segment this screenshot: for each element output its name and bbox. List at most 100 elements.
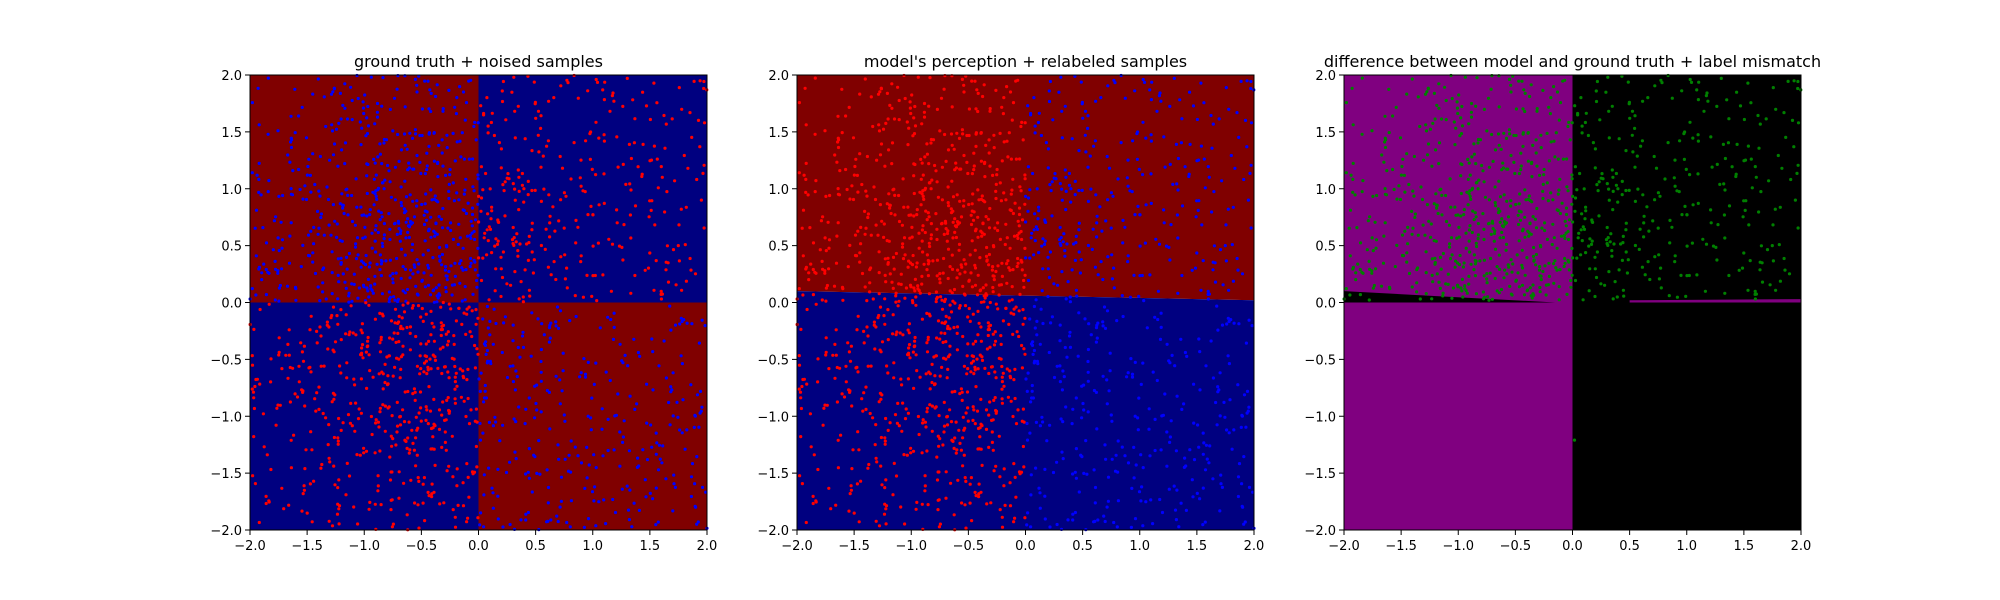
data-point [1088,154,1092,158]
data-point [1220,179,1224,183]
data-point [1658,194,1662,198]
x-tick-label: −0.5 [1500,539,1532,554]
data-point [587,463,591,467]
data-point [336,436,340,440]
data-point [393,198,397,202]
data-point [553,229,557,233]
data-point [1104,457,1108,461]
data-point [869,95,873,99]
data-point [1180,117,1184,121]
data-point [926,211,930,215]
data-point [465,307,469,311]
data-point [811,241,816,245]
data-point [1228,398,1232,402]
data-point [1095,336,1099,340]
data-point [1230,243,1234,247]
data-point [421,482,425,486]
data-point [460,131,464,135]
data-point [640,174,644,179]
data-point [840,392,844,396]
data-point [976,215,980,219]
data-point [1016,236,1020,240]
data-point [1033,212,1037,216]
data-point [1070,268,1074,272]
data-point [1086,114,1090,118]
data-point [1195,117,1199,122]
data-point [1077,250,1081,254]
data-point [988,109,992,113]
data-point [926,335,930,339]
data-point [934,300,938,304]
data-point [453,387,457,391]
data-point [1741,215,1745,219]
data-point [1495,265,1499,269]
data-point [999,334,1003,338]
region-below-boundary [797,291,1254,530]
data-point [330,271,334,275]
data-point [1064,208,1068,212]
data-point [1553,155,1557,159]
data-point [1501,225,1505,229]
data-point [527,447,532,451]
data-point [1555,90,1560,94]
data-point [798,474,802,478]
data-point [401,408,405,412]
data-point [1570,173,1574,177]
data-point [512,417,516,421]
data-point [321,411,325,416]
data-point [1467,239,1471,243]
data-point [390,414,394,418]
data-point [1062,375,1066,379]
y-tick-label: −0.5 [757,353,789,368]
data-point [340,239,344,243]
data-point [936,195,941,199]
data-point [1201,452,1205,456]
data-point [366,124,371,128]
data-point [1400,164,1404,169]
data-point [1525,256,1529,260]
data-point [1782,256,1786,261]
data-point [978,353,982,357]
data-point [1021,308,1025,312]
data-point [1005,262,1009,266]
data-point [399,247,404,251]
data-point [955,348,960,352]
data-point [478,421,482,426]
data-point [1476,222,1480,226]
data-point [376,155,380,159]
data-point [326,197,331,202]
data-point [925,253,930,257]
data-point [1201,259,1205,263]
data-point [339,338,343,342]
data-point [1500,230,1504,234]
data-point [1685,213,1689,217]
data-point [1512,160,1516,164]
data-point [267,179,271,183]
data-point [576,96,580,100]
data-point [1175,394,1179,398]
data-point [1201,523,1205,527]
data-point [1126,158,1130,162]
data-point [663,210,667,214]
data-point [1040,415,1044,419]
data-point [1614,183,1618,187]
data-point [309,314,313,318]
data-point [1493,201,1497,205]
data-point [1543,264,1547,268]
data-point [1023,316,1027,320]
data-point [631,98,635,102]
data-point [258,382,262,386]
data-point [1384,193,1389,197]
data-point [1759,190,1763,194]
data-point [1082,383,1086,387]
data-point [454,112,458,116]
data-point [384,138,389,142]
data-point [1607,187,1611,191]
data-point [930,429,934,433]
data-point [1680,89,1684,93]
data-point [345,117,350,121]
data-point [380,181,384,185]
data-point [260,271,264,275]
data-point [426,365,430,369]
data-point [998,508,1002,512]
